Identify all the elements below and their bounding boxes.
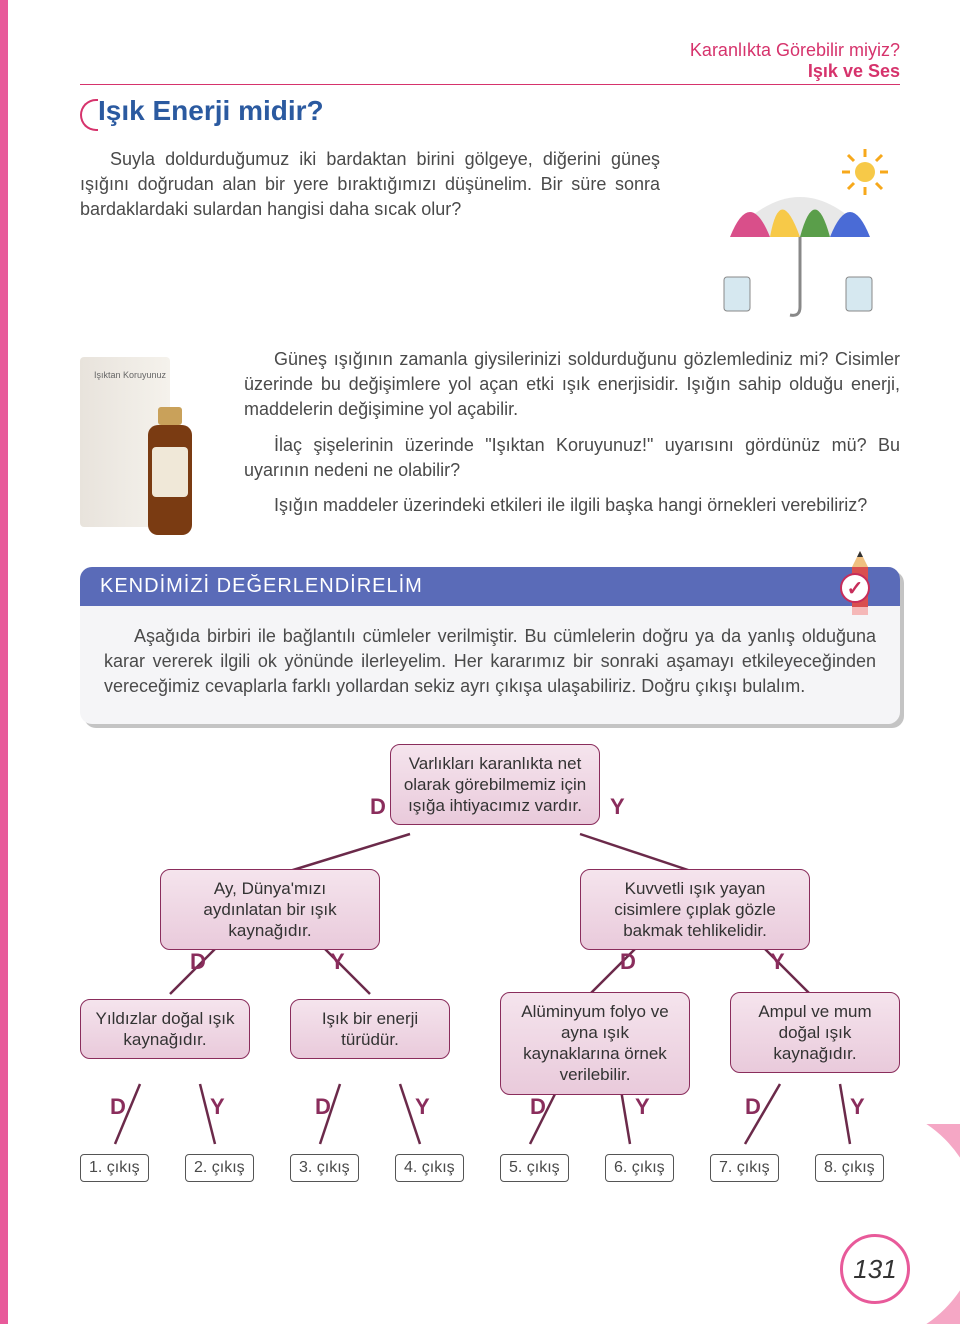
header-line1: Karanlıkta Görebilir miyiz? <box>80 40 900 61</box>
label-y: Y <box>415 1094 430 1120</box>
header-line2: Işık ve Ses <box>80 61 900 82</box>
exit-2: 2. çıkış <box>185 1154 254 1182</box>
tree-node-l3a: Yıldızlar doğal ışık kaynağıdır. <box>80 999 250 1060</box>
label-y: Y <box>210 1094 225 1120</box>
section-title: Işık Enerji midir? <box>80 95 900 127</box>
exit-3: 3. çıkış <box>290 1154 359 1182</box>
body-p2: İlaç şişelerinin üzerinde "Işıktan Koruy… <box>244 433 900 483</box>
label-d: D <box>745 1094 761 1120</box>
page-number: 131 <box>840 1234 910 1304</box>
label-d: D <box>110 1094 126 1120</box>
umbrella-icon <box>720 177 880 317</box>
label-d: D <box>620 949 636 975</box>
decision-tree: Varlıkları karanlıkta net olarak görebil… <box>80 744 900 1224</box>
tree-node-l3c: Alüminyum folyo ve ayna ışık kaynakların… <box>500 992 690 1095</box>
label-y: Y <box>330 949 345 975</box>
evaluation-body: Aşağıda birbiri ile bağlantılı cümleler … <box>80 606 900 724</box>
intro-paragraph: Suyla doldurduğumuz iki bardaktan birini… <box>80 147 660 223</box>
label-y: Y <box>850 1094 865 1120</box>
exit-7: 7. çıkış <box>710 1154 779 1182</box>
umbrella-figure <box>680 147 900 327</box>
exit-4: 4. çıkış <box>395 1154 464 1182</box>
medicine-figure: Işıktan Koruyunuz <box>80 347 220 547</box>
label-d: D <box>370 794 386 820</box>
bottle-icon <box>140 407 200 537</box>
body-p1: Güneş ışığının zamanla giysilerinizi sol… <box>244 347 900 423</box>
tree-node-l3b: Işık bir enerji türüdür. <box>290 999 450 1060</box>
check-icon: ✓ <box>840 573 870 603</box>
box-label: Işıktan Koruyunuz <box>94 371 166 381</box>
body-text: Güneş ışığının zamanla giysilerinizi sol… <box>244 347 900 528</box>
exit-1: 1. çıkış <box>80 1154 149 1182</box>
body-p3: Işığın maddeler üzerindeki etkileri ile … <box>244 493 900 518</box>
chapter-header: Karanlıkta Görebilir miyiz? Işık ve Ses <box>80 40 900 85</box>
label-y: Y <box>635 1094 650 1120</box>
exit-6: 6. çıkış <box>605 1154 674 1182</box>
label-y: Y <box>610 794 625 820</box>
exit-5: 5. çıkış <box>500 1154 569 1182</box>
label-d: D <box>530 1094 546 1120</box>
tree-node-l2a: Ay, Dünya'mızı aydınlatan bir ışık kayna… <box>160 869 380 951</box>
label-d: D <box>315 1094 331 1120</box>
tree-node-l3d: Ampul ve mum doğal ışık kaynağıdır. <box>730 992 900 1074</box>
exit-8: 8. çıkış <box>815 1154 884 1182</box>
evaluation-title: KENDİMİZİ DEĞERLENDİRELİM <box>80 567 900 606</box>
tree-root: Varlıkları karanlıkta net olarak görebil… <box>390 744 600 826</box>
label-d: D <box>190 949 206 975</box>
evaluation-box: KENDİMİZİ DEĞERLENDİRELİM ✓ Aşağıda birb… <box>80 567 900 724</box>
tree-node-l2b: Kuvvetli ışık yayan cisimlere çıplak göz… <box>580 869 810 951</box>
label-y: Y <box>770 949 785 975</box>
